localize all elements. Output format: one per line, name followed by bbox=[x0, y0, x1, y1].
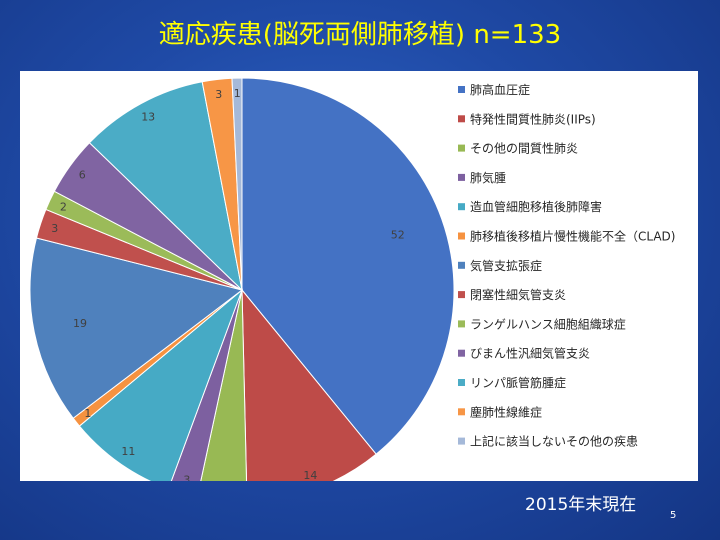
slice-11 bbox=[88, 81, 243, 292]
legend-swatch bbox=[458, 261, 465, 269]
slice-3 bbox=[200, 289, 248, 481]
legend-label: 特発性間質性肺炎(IIPs) bbox=[470, 111, 596, 126]
slice-1 bbox=[241, 77, 455, 455]
legend-swatch bbox=[458, 203, 465, 211]
data-label: 19 bbox=[73, 317, 87, 330]
page-number: 5 bbox=[670, 510, 677, 521]
legend-swatch bbox=[458, 437, 465, 445]
slide-title: 適応疾患(脳死両側肺移植) n=133 bbox=[158, 20, 562, 50]
legend-label: リンパ脈管筋腫症 bbox=[470, 375, 566, 390]
legend-swatch bbox=[458, 291, 465, 299]
footer-date: 2015年末現在 bbox=[525, 495, 637, 515]
legend-swatch bbox=[458, 408, 465, 416]
data-label: 1 bbox=[234, 87, 241, 100]
data-label: 5 bbox=[220, 480, 227, 481]
legend-label: びまん性汎細気管支炎 bbox=[470, 346, 590, 361]
legend-swatch bbox=[458, 320, 465, 328]
pie-chart: 521453111193261331 肺高血圧症特発性間質性肺炎(IIPs)その… bbox=[29, 77, 675, 481]
legend-swatch bbox=[458, 115, 465, 123]
legend-label: その他の間質性肺炎 bbox=[470, 141, 578, 156]
legend-swatch bbox=[458, 144, 465, 152]
legend-label: 塵肺性線維症 bbox=[470, 404, 542, 419]
legend-label: 肺高血圧症 bbox=[470, 82, 530, 97]
legend-label: 上記に該当しないその他の疾患 bbox=[470, 434, 638, 449]
pie-data-labels: 521453111193261331 bbox=[51, 87, 405, 481]
slice-13 bbox=[231, 77, 243, 291]
slice-7 bbox=[29, 237, 244, 419]
legend-label: 肺移植後移植片慢性機能不全（CLAD) bbox=[470, 229, 675, 244]
data-label: 1 bbox=[84, 407, 91, 420]
pie-slices bbox=[29, 77, 455, 481]
legend-swatch bbox=[458, 173, 465, 181]
legend-swatch bbox=[458, 349, 465, 357]
data-label: 14 bbox=[303, 469, 317, 481]
legend-label: 造血管細胞移植後肺障害 bbox=[470, 199, 602, 214]
data-label: 52 bbox=[391, 229, 405, 242]
legend-label: 肺気腫 bbox=[470, 170, 506, 185]
legend-label: 気管支拡張症 bbox=[470, 258, 542, 273]
chart-panel: 521453111193261331 肺高血圧症特発性間質性肺炎(IIPs)その… bbox=[20, 71, 698, 481]
legend-swatch bbox=[458, 232, 465, 240]
data-label: 6 bbox=[79, 169, 86, 182]
data-label: 3 bbox=[215, 88, 222, 101]
data-label: 2 bbox=[60, 201, 67, 214]
slice-5 bbox=[78, 288, 244, 481]
data-label: 11 bbox=[121, 445, 135, 458]
data-label: 3 bbox=[51, 222, 58, 235]
legend-swatch bbox=[458, 86, 465, 93]
legend-swatch bbox=[458, 379, 465, 386]
data-label: 3 bbox=[183, 473, 190, 481]
legend-label: ランゲルハンス細胞組織球症 bbox=[470, 316, 626, 331]
legend-label: 閉塞性細気管支炎 bbox=[470, 287, 566, 302]
slice-2 bbox=[241, 288, 377, 481]
data-label: 13 bbox=[141, 111, 155, 124]
